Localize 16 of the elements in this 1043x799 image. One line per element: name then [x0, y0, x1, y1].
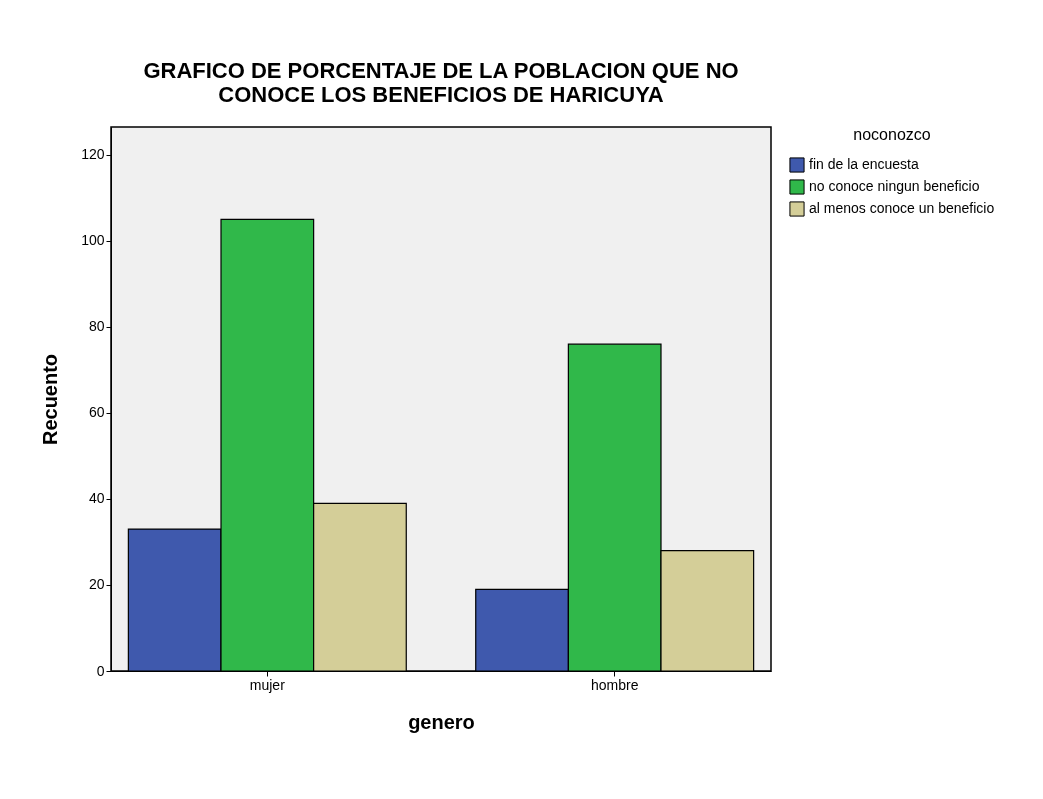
x-tick-label: mujer: [249, 676, 286, 693]
y-tick-label: 100: [81, 232, 105, 249]
x-tick-label: hombre: [590, 676, 639, 693]
y-tick-label: 80: [88, 318, 105, 335]
y-tick-label: 20: [88, 576, 105, 593]
legend-label: al menos conoce un beneficio: [809, 200, 995, 216]
y-tick-label: 60: [88, 404, 105, 421]
legend-label: no conoce ningun beneficio: [809, 178, 980, 194]
y-tick-label: 40: [88, 490, 105, 507]
legend-label: fin de la encuesta: [809, 156, 919, 172]
chart-title: GRAFICO DE PORCENTAJE DE LA POBLACION QUE NO CONOCE LOS BENEFICIOS DE HARICUYA: [143, 58, 739, 107]
legend-title: noconozco: [853, 126, 931, 143]
x-axis-title: genero: [408, 710, 475, 733]
y-tick-label: 0: [96, 662, 105, 679]
y-tick-label: 120: [81, 146, 105, 163]
y-axis-title: Recuento: [39, 353, 62, 446]
